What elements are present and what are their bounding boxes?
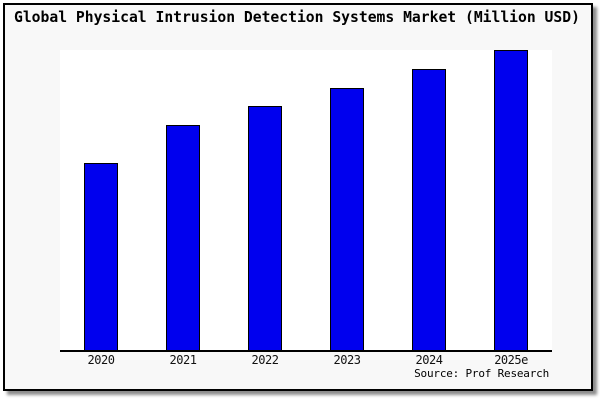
x-tick-2021: 2021 (169, 353, 197, 367)
bar-2023 (330, 87, 364, 350)
bar-2024 (412, 68, 446, 350)
x-tick-2025e: 2025e (494, 353, 528, 367)
x-tick-2022: 2022 (251, 353, 279, 367)
x-axis-labels: 2020 2021 2022 2023 2024 2025e (60, 353, 552, 369)
x-tick-2024: 2024 (415, 353, 443, 367)
bar-2021 (166, 125, 200, 350)
chart-title: Global Physical Intrusion Detection Syst… (14, 9, 580, 26)
bar-2022 (248, 106, 282, 350)
plot-area (60, 50, 552, 352)
x-tick-2023: 2023 (333, 353, 361, 367)
source-credit: Source: Prof Research (414, 367, 549, 380)
bar-2025e (494, 50, 528, 350)
chart-frame: Global Physical Intrusion Detection Syst… (3, 3, 593, 391)
bar-2020 (84, 162, 118, 350)
x-tick-2020: 2020 (87, 353, 115, 367)
